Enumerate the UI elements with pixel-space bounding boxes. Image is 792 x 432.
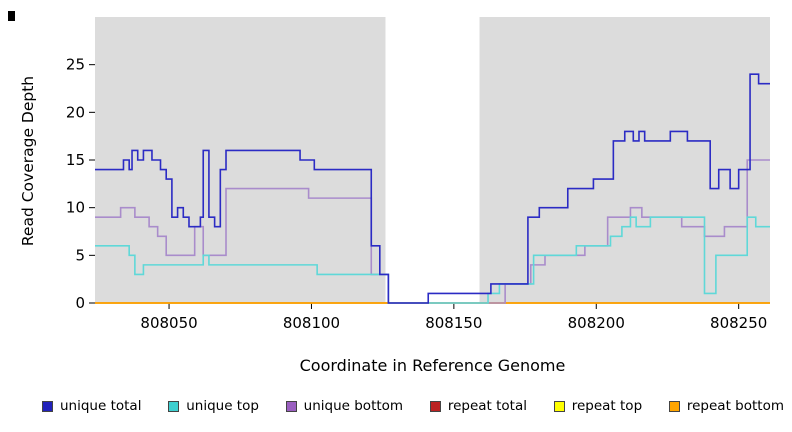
legend-swatch-repeat-top — [553, 400, 565, 412]
legend-label: repeat total — [447, 398, 527, 414]
y-axis-label: Read Coverage Depth — [19, 75, 37, 247]
legend-item-repeat-total: repeat total — [429, 398, 527, 414]
legend-item-repeat-bottom: repeat bottom — [668, 398, 784, 414]
legend-swatch-repeat-total — [429, 400, 441, 412]
x-axis-label: Coordinate in Reference Genome — [299, 356, 566, 375]
coverage-gap-region — [385, 17, 480, 303]
legend-label: repeat bottom — [686, 398, 784, 414]
y-tick-label: 10 — [66, 199, 85, 217]
y-tick-label: 0 — [75, 294, 85, 312]
legend-label: unique top — [186, 398, 259, 414]
series-unique-total — [95, 73, 770, 304]
x-tick-label: 808050 — [140, 314, 197, 332]
legend-label: unique total — [60, 398, 142, 414]
legend-item-unique-top: unique top — [168, 398, 259, 414]
legend-item-unique-total: unique total — [42, 398, 141, 414]
x-tick-label: 808150 — [425, 314, 482, 332]
corner-mark — [8, 11, 15, 21]
x-tick-label: 808100 — [283, 314, 340, 332]
legend-label: unique bottom — [303, 398, 404, 414]
legend-swatch-unique-top — [168, 400, 180, 412]
y-tick-label: 15 — [66, 151, 85, 169]
y-tick-label: 20 — [66, 103, 85, 121]
legend-item-repeat-top: repeat top — [553, 398, 643, 414]
legend-swatch-repeat-bottom — [668, 400, 680, 412]
legend-item-unique-bottom: unique bottom — [285, 398, 404, 414]
coverage-plot: 808050 808100 808150 808200 808250 0 5 10 15 20 25 — [66, 17, 770, 332]
y-tick-label: 25 — [66, 56, 85, 74]
x-tick-label: 808250 — [710, 314, 767, 332]
y-tick-label: 5 — [75, 246, 85, 264]
legend: unique total unique top unique bottom repea… — [42, 398, 784, 414]
legend-label: repeat top — [571, 398, 643, 414]
x-tick-label: 808200 — [568, 314, 625, 332]
legend-swatch-unique-bottom — [285, 400, 297, 412]
legend-swatch-unique-total — [42, 400, 53, 412]
series-unique-top — [95, 216, 770, 304]
